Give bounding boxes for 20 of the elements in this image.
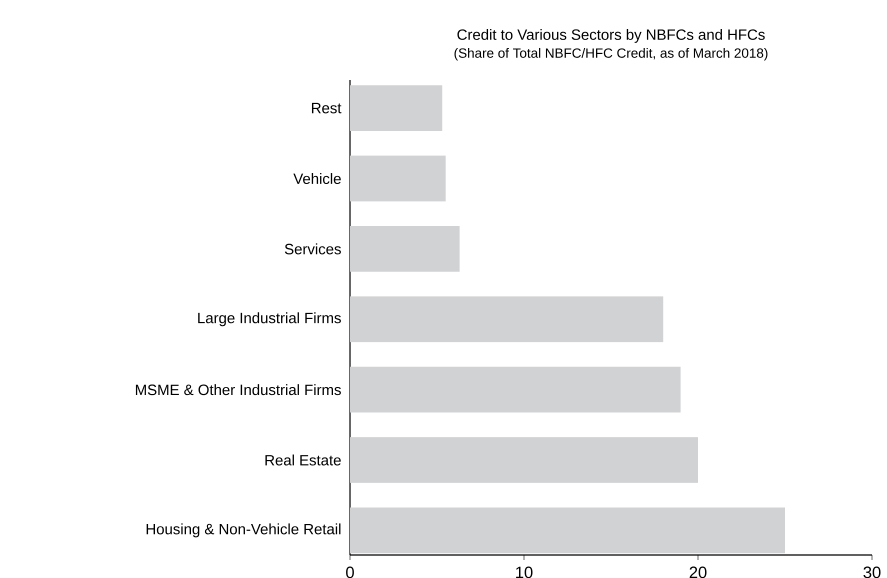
x-tick-label: 0 — [346, 566, 354, 578]
y-tick-label: Vehicle — [293, 173, 341, 184]
y-tick-label: Services — [284, 243, 341, 254]
y-tick-label: Large Industrial Firms — [198, 312, 341, 326]
bar — [350, 226, 460, 272]
x-tick-label: 10 — [516, 566, 532, 578]
chart-title: Credit to Various Sectors by NBFCs and HFCs — [457, 28, 765, 43]
bar — [350, 296, 664, 342]
x-tick-label: 20 — [690, 566, 707, 578]
bar — [350, 85, 442, 132]
y-tick-label: Rest — [312, 102, 342, 114]
chart-subtitle: (Share of Total NBFC/HFC Credit, as of March 2018) — [454, 48, 768, 60]
bar — [350, 508, 786, 554]
bar — [350, 156, 446, 202]
x-tick-label: 30 — [863, 566, 881, 578]
y-tick-label: Housing & Non-Vehicle Retail — [146, 523, 340, 538]
y-tick-label: MSME & Other Industrial Firms — [136, 384, 341, 396]
y-tick-label: Real Estate — [265, 454, 341, 466]
bar — [350, 437, 698, 483]
bar — [350, 366, 681, 413]
